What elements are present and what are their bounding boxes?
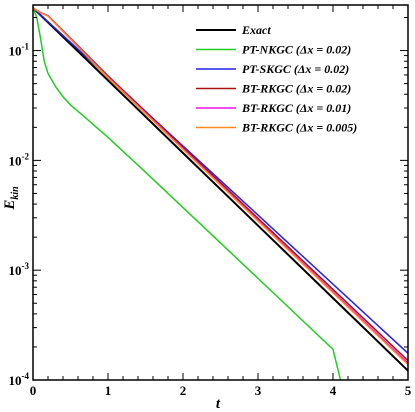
x-tick-label-4: 4 [330,383,337,398]
legend-label-5: BT-RKGC (Δx = 0.005) [241,121,357,135]
x-tick-label-0: 0 [30,383,37,398]
legend-label-1: PT-NKGC (Δx = 0.02) [242,43,351,57]
series-line-1 [33,7,342,380]
legend-label-0: Exact [241,23,271,37]
x-axis-label: t [216,396,221,412]
series-layer [33,7,408,380]
legend-label-4: BT-RKGC (Δx = 0.01) [241,101,351,115]
y-axis-label-sub: kin [10,186,21,200]
y-tick-label-3: 10-1 [9,42,30,59]
label-layer: 0 1 2 3 4 5 10-4 10-3 10-2 10-1 [9,42,412,398]
legend: Exact PT-NKGC (Δx = 0.02) PT-SKGC (Δx = 0.… [196,23,357,135]
y-tick-label-1: 10-3 [9,261,30,278]
legend-label-3: BT-RKGC (Δx = 0.02) [241,82,351,96]
x-tick-label-5: 5 [405,383,412,398]
legend-label-2: PT-SKGC (Δx = 0.02) [242,62,349,76]
x-tick-label-1: 1 [105,383,112,398]
series-line-2 [33,7,408,354]
y-axis-label: Ekin [2,186,21,211]
y-axis-label-main: E [2,200,18,211]
series-line-0 [33,7,408,372]
plot-frame [32,4,409,381]
x-tick-label-2: 2 [180,383,187,398]
tick-layer [32,5,409,381]
series-line-5 [33,7,408,366]
y-tick-label-0: 10-4 [9,371,30,388]
x-tick-label-3: 3 [255,383,262,398]
y-tick-label-2: 10-2 [9,151,30,168]
